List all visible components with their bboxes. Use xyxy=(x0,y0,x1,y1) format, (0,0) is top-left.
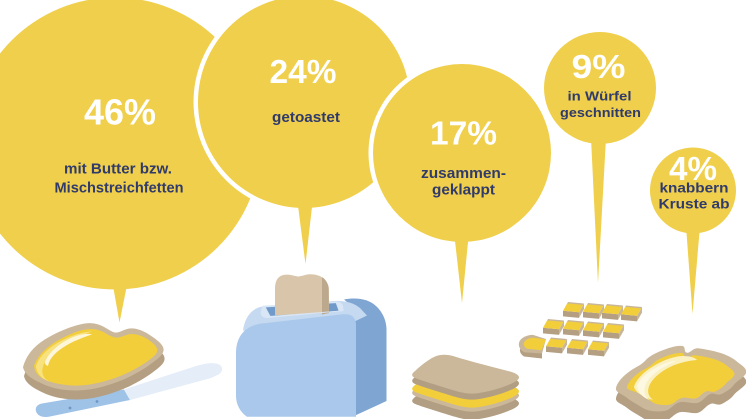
svg-text:Mischstreichfetten: Mischstreichfetten xyxy=(55,180,184,197)
svg-text:9%: 9% xyxy=(572,48,626,85)
svg-text:getoastet: getoastet xyxy=(272,110,340,126)
svg-text:knabbern: knabbern xyxy=(660,180,729,196)
svg-text:in Würfel: in Würfel xyxy=(568,89,632,104)
svg-text:geschnitten: geschnitten xyxy=(560,105,641,120)
svg-text:46%: 46% xyxy=(84,92,156,133)
svg-text:mit Butter bzw.: mit Butter bzw. xyxy=(64,161,172,178)
svg-text:zusammen-: zusammen- xyxy=(421,166,506,182)
svg-text:geklappt: geklappt xyxy=(432,183,495,199)
svg-text:17%: 17% xyxy=(430,115,497,152)
svg-text:24%: 24% xyxy=(270,53,337,90)
svg-text:4%: 4% xyxy=(669,150,717,187)
svg-text:Kruste ab: Kruste ab xyxy=(659,196,730,212)
